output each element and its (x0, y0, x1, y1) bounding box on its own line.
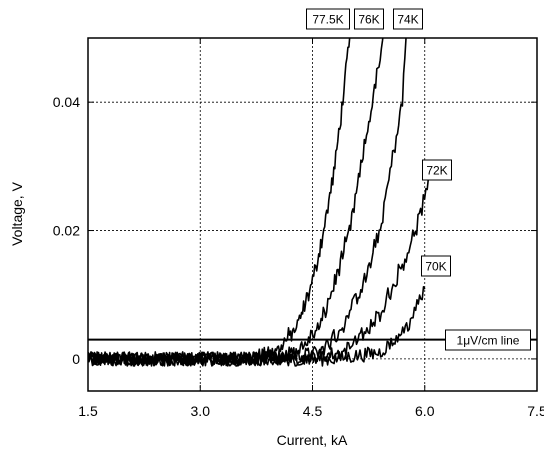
x-axis-ticks: 1.5 3.0 4.5 6.0 7.5 (78, 38, 544, 419)
y-axis-title: Voltage, V (9, 181, 25, 245)
series-curve (88, 177, 430, 367)
series-curve (88, 38, 351, 367)
series-curve (88, 38, 407, 367)
series-label-box (421, 255, 451, 277)
y-tick-label: 0.02 (53, 223, 80, 239)
series-label-text: 74K (397, 13, 418, 27)
series-label-text: 70K (425, 260, 446, 274)
series-label-box (354, 8, 384, 30)
reference-line-label: 1μV/cm line (445, 329, 531, 351)
series-label-box (393, 8, 423, 30)
series-label-text: 76K (358, 13, 379, 27)
x-tick-label: 6.0 (415, 403, 435, 419)
series-label-box (422, 159, 452, 181)
series-curve (88, 286, 426, 367)
curves (88, 38, 430, 367)
series-label: 70K (421, 255, 451, 277)
x-tick-label: 1.5 (78, 403, 98, 419)
series-label: 72K (422, 159, 452, 181)
series-label-text: 77.5K (312, 13, 343, 27)
y-axis-ticks: 0 0.02 0.04 (53, 94, 537, 367)
series-curve (88, 38, 384, 367)
x-tick-label: 7.5 (527, 403, 544, 419)
y-tick-label: 0 (72, 351, 80, 367)
series-label: 77.5K (306, 8, 350, 30)
reference-line-label-box (445, 329, 531, 351)
series-label-box (306, 8, 350, 30)
series-label: 76K (354, 8, 384, 30)
series-label: 74K (393, 8, 423, 30)
reference-line-label-text: 1μV/cm line (457, 334, 520, 348)
y-tick-label: 0.04 (53, 94, 80, 110)
series-annotations: 77.5K 76K 74K 72K 70K 1μV/cm line (306, 8, 531, 351)
x-tick-label: 3.0 (191, 403, 211, 419)
series-label-text: 72K (426, 164, 447, 178)
x-tick-label: 4.5 (303, 403, 323, 419)
x-axis-title: Current, kA (277, 432, 348, 448)
